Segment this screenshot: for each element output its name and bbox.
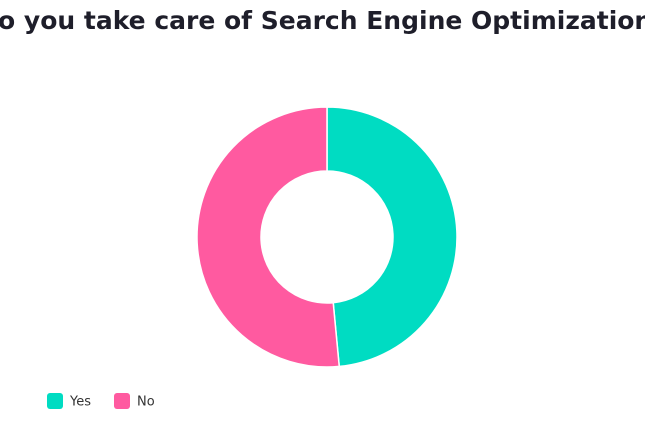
legend-label: Yes [69,395,91,410]
slice [326,106,458,368]
chart-title: Do you take care of Search Engine Optimi… [0,6,645,35]
legend-label: No [137,395,155,410]
legend-swatch [114,393,130,409]
slice [196,106,341,368]
legend-swatch [47,393,63,409]
